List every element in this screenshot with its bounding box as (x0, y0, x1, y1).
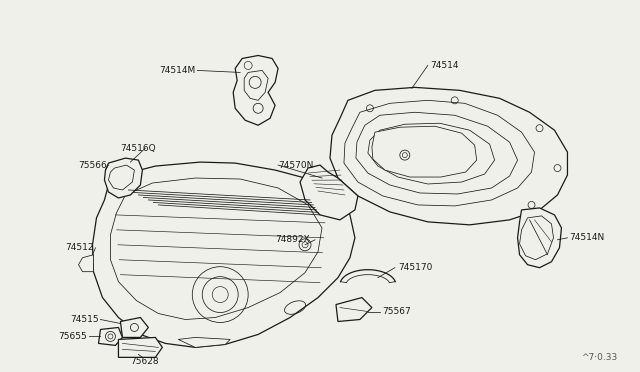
Polygon shape (344, 100, 534, 206)
Polygon shape (300, 165, 358, 220)
Text: 74514: 74514 (430, 61, 458, 70)
Polygon shape (518, 208, 561, 268)
Text: 74892X: 74892X (275, 235, 310, 244)
Polygon shape (520, 216, 554, 260)
Polygon shape (233, 55, 278, 125)
Polygon shape (93, 162, 355, 347)
Text: ^7⋅0.33: ^7⋅0.33 (581, 353, 618, 362)
Text: 74514N: 74514N (570, 233, 605, 242)
Polygon shape (372, 126, 477, 177)
Text: 75566: 75566 (79, 161, 108, 170)
Polygon shape (79, 255, 93, 272)
Text: 74515: 74515 (70, 315, 99, 324)
Text: 75655: 75655 (59, 332, 87, 341)
Polygon shape (179, 337, 230, 347)
Polygon shape (99, 327, 122, 346)
Text: 74512: 74512 (65, 243, 94, 252)
Text: 75628: 75628 (131, 357, 159, 366)
Text: 74516Q: 74516Q (120, 144, 156, 153)
Polygon shape (244, 70, 268, 100)
Text: 74514M: 74514M (159, 66, 195, 75)
Polygon shape (111, 178, 322, 320)
Polygon shape (368, 123, 495, 184)
Text: 74570N: 74570N (278, 161, 314, 170)
Polygon shape (118, 337, 163, 357)
Polygon shape (336, 298, 372, 321)
Polygon shape (120, 318, 148, 337)
Polygon shape (104, 158, 142, 198)
Polygon shape (108, 165, 134, 190)
Text: 75567: 75567 (382, 307, 411, 316)
Polygon shape (330, 87, 568, 225)
Polygon shape (356, 112, 518, 194)
Text: 745170: 745170 (398, 263, 432, 272)
